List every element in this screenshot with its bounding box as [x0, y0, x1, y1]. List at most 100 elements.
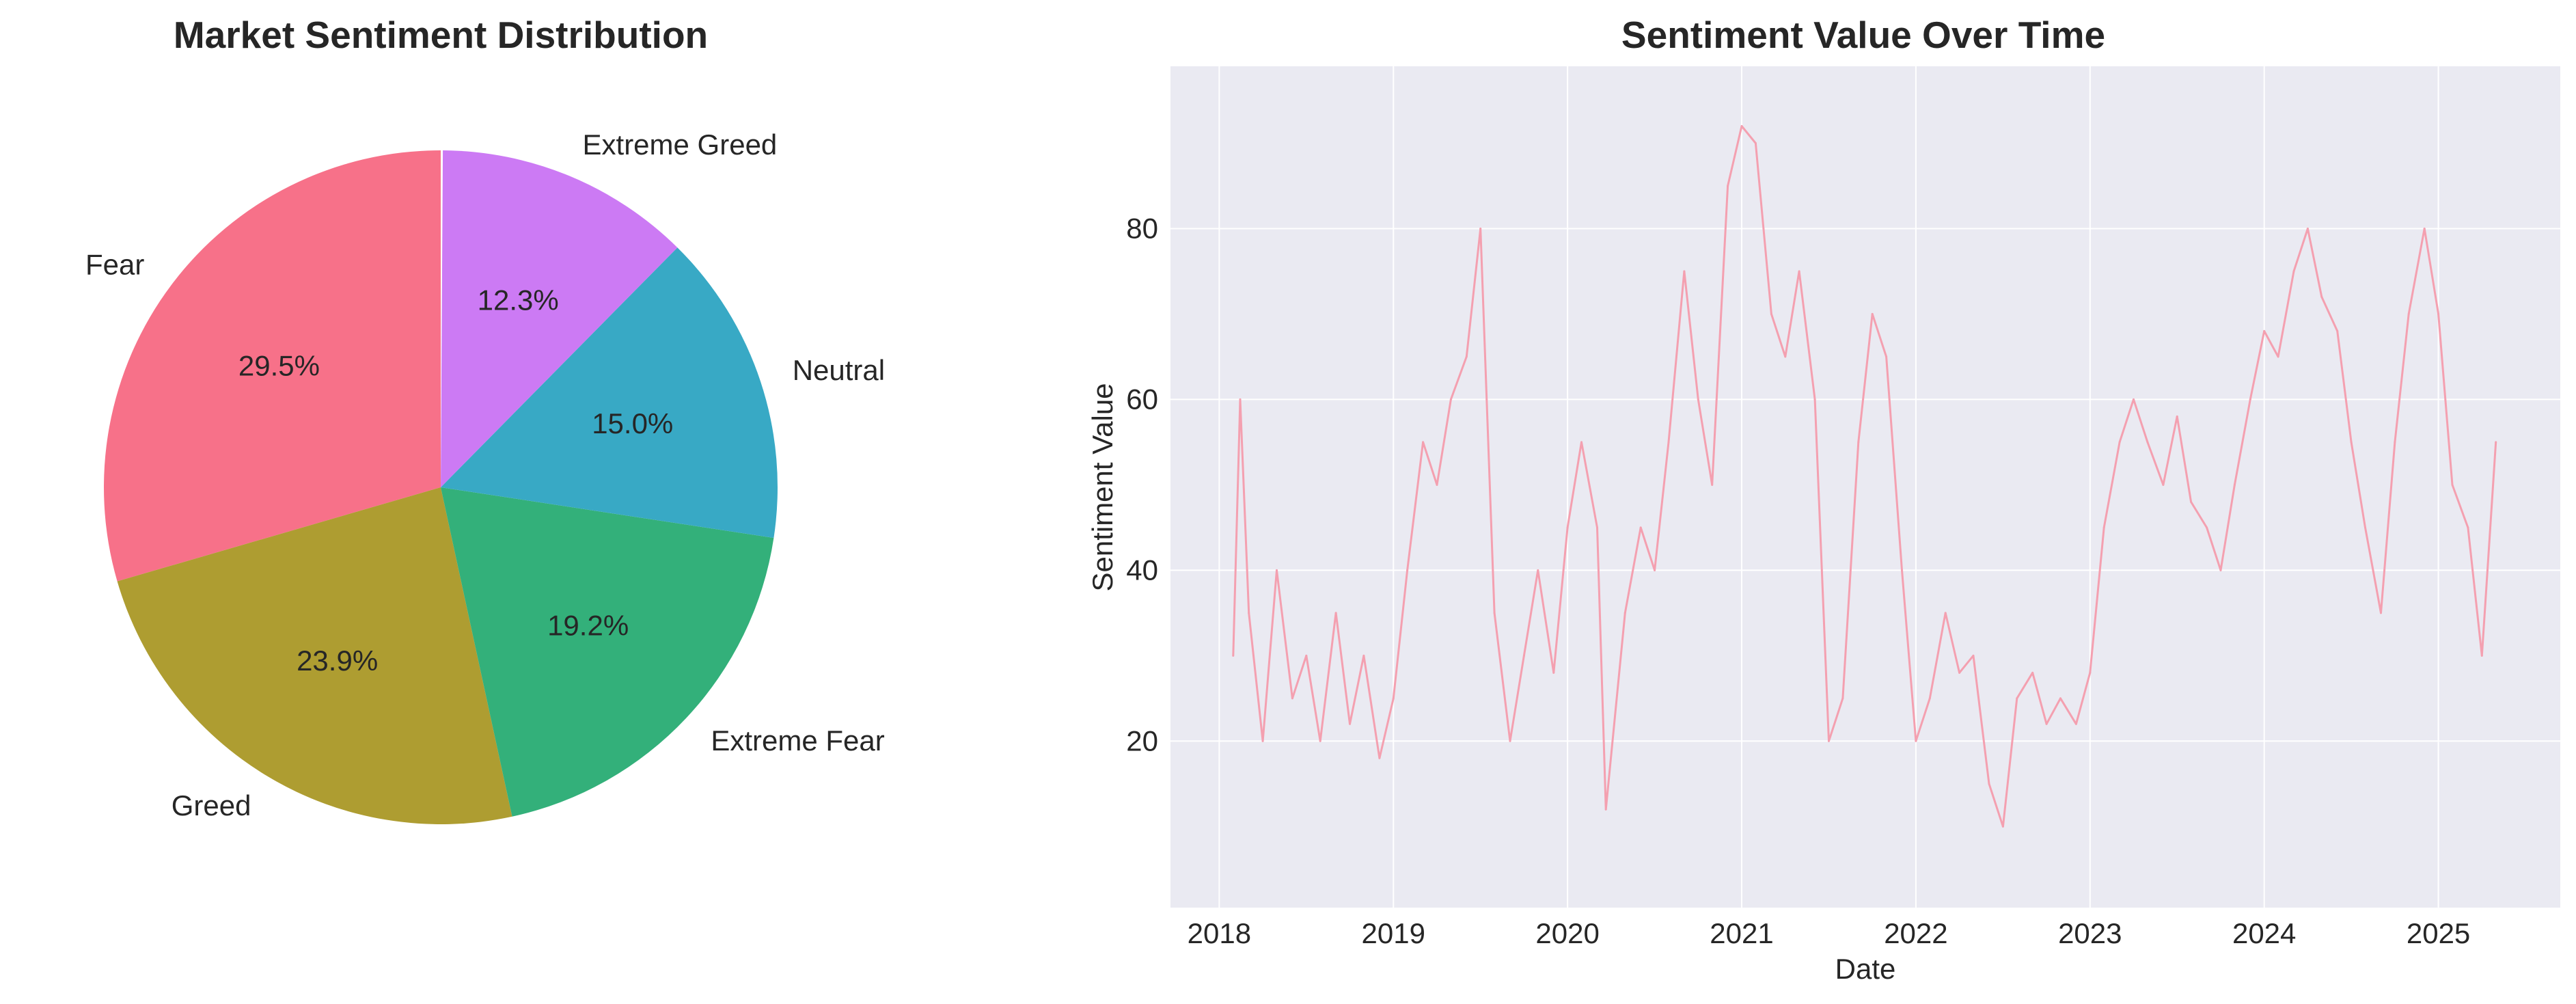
data-point — [2480, 654, 2483, 657]
x-tick-label: 2024 — [2232, 917, 2296, 949]
data-point — [1841, 697, 1844, 700]
data-point — [1988, 783, 1990, 785]
pie-slice-2 — [441, 487, 774, 817]
data-point — [1697, 398, 1699, 401]
data-point — [2379, 612, 2382, 614]
data-point — [1566, 526, 1569, 529]
x-tick-label: 2021 — [1710, 917, 1773, 949]
data-point — [1406, 569, 1409, 571]
pie-slice-1 — [117, 487, 512, 824]
data-point — [1667, 441, 1670, 444]
pie-slice-3 — [441, 247, 778, 539]
y-axis-label: Sentiment Value — [1086, 383, 1119, 591]
pie-slice-0 — [103, 150, 441, 582]
x-tick-label: 2022 — [1884, 917, 1947, 949]
data-point — [1493, 612, 1496, 614]
data-point — [1711, 483, 1714, 486]
data-point — [2001, 825, 2004, 828]
data-point — [2016, 697, 2018, 700]
data-point — [2206, 526, 2208, 529]
data-point — [1754, 141, 1757, 144]
line-series — [1232, 124, 2497, 828]
data-point — [1349, 722, 1352, 725]
data-point — [2118, 441, 2121, 444]
data-point — [1422, 441, 1425, 444]
data-point — [1683, 270, 1686, 273]
data-point — [2219, 569, 2222, 571]
pie-percent-label-3: 15.0% — [592, 407, 673, 439]
pie-category-label-1: Greed — [172, 789, 251, 822]
data-point — [1436, 483, 1438, 486]
data-point — [1239, 398, 1242, 401]
plot-area — [1170, 66, 2560, 908]
data-point — [1770, 312, 1772, 315]
data-point — [1595, 526, 1598, 529]
data-point — [1552, 671, 1555, 674]
data-point — [1378, 757, 1381, 759]
x-tick-label: 2025 — [2407, 917, 2470, 949]
data-point — [2045, 722, 2048, 725]
data-point — [2407, 312, 2410, 315]
data-point — [1509, 740, 1511, 742]
data-point — [1604, 808, 1607, 811]
data-point — [1362, 654, 1365, 657]
pie-percent-label-4: 12.3% — [478, 284, 559, 316]
data-point — [1522, 654, 1525, 657]
data-point — [2102, 526, 2105, 529]
pie-title: Market Sentiment Distribution — [174, 14, 708, 56]
data-point — [1291, 697, 1293, 700]
data-point — [1857, 441, 1860, 444]
data-point — [2292, 270, 2295, 273]
data-point — [2176, 415, 2178, 418]
data-point — [2336, 329, 2339, 332]
x-tick-label: 2020 — [1535, 917, 1599, 949]
y-tick-label: 20 — [1126, 724, 1158, 757]
data-point — [1958, 671, 1961, 674]
data-point — [2394, 441, 2396, 444]
data-point — [1449, 398, 1452, 401]
data-point — [2031, 671, 2034, 674]
data-point — [1392, 697, 1395, 700]
data-point — [2320, 295, 2323, 298]
pie-chart: 29.5% Fear 23.9% Greed 19.2% Extreme Fear 15.0… — [85, 128, 885, 824]
data-point — [2423, 227, 2426, 230]
data-point — [1465, 355, 1468, 358]
data-point — [1928, 697, 1931, 700]
data-point — [2451, 483, 2454, 486]
pie-category-label-0: Fear — [85, 248, 144, 280]
data-point — [1261, 740, 1264, 742]
y-tick-labels: 20 40 60 80 — [1126, 212, 1158, 757]
y-tick-label: 80 — [1126, 212, 1158, 244]
data-point — [2263, 329, 2266, 332]
data-point — [2249, 398, 2251, 401]
x-tick-labels: 2018 2019 2020 2021 2022 2023 2024 2025 — [1188, 917, 2471, 949]
pie-category-label-4: Extreme Greed — [583, 128, 778, 161]
data-point — [1915, 740, 1917, 742]
data-point — [1784, 355, 1787, 358]
data-point — [2233, 483, 2236, 486]
x-tick-label: 2023 — [2058, 917, 2122, 949]
data-point — [1901, 569, 1904, 571]
data-point — [1580, 441, 1583, 444]
data-point — [1654, 569, 1656, 571]
data-point — [2495, 441, 2497, 444]
data-point — [1319, 740, 1321, 742]
data-point — [2437, 312, 2440, 315]
line-title: Sentiment Value Over Time — [1621, 14, 2105, 56]
data-point — [1740, 124, 1743, 127]
x-tick-label: 2019 — [1362, 917, 1425, 949]
data-point — [1727, 185, 1729, 187]
pie-percent-label-2: 19.2% — [547, 609, 629, 641]
data-point — [1813, 398, 1816, 401]
data-point — [1479, 227, 1482, 230]
y-tick-label: 60 — [1126, 383, 1158, 415]
data-point — [2074, 722, 2077, 725]
data-point — [2350, 441, 2353, 444]
data-point — [1944, 612, 1947, 614]
data-point — [1275, 569, 1278, 571]
data-point — [2162, 483, 2165, 486]
data-point — [2059, 697, 2061, 700]
pie-category-label-2: Extreme Fear — [711, 724, 884, 757]
data-point — [1885, 355, 1888, 358]
